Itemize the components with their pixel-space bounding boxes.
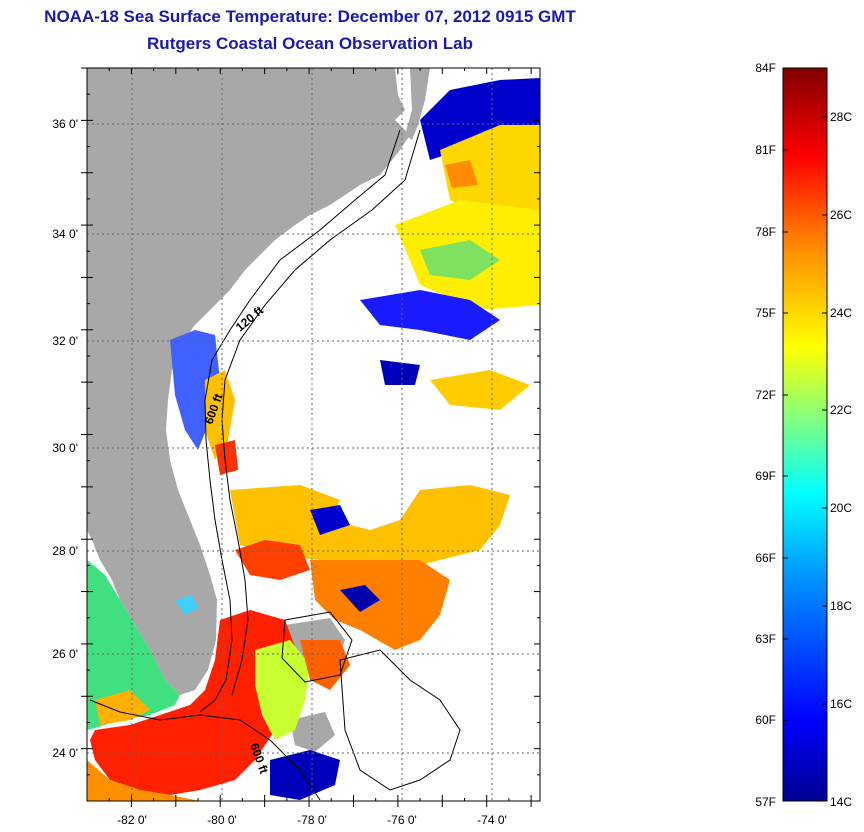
- lat-tick-label: 34 0': [52, 227, 78, 241]
- lat-tick-label: 36 0': [52, 117, 78, 131]
- grid-lines: [87, 68, 540, 801]
- lon-tick-label: -76 0': [387, 813, 417, 827]
- colorbar-f-label: 72F: [755, 388, 776, 402]
- colorbar-celsius-labels: 28C 26C 24C 22C 20C 18C 16C 14C: [830, 110, 852, 809]
- colorbar-c-label: 22C: [830, 403, 852, 417]
- colorbar-c-label: 26C: [830, 208, 852, 222]
- map-title: NOAA-18 Sea Surface Temperature: Decembe…: [44, 7, 576, 26]
- lat-tick-label: 32 0': [52, 334, 78, 348]
- lon-tick-label: -74 0': [477, 813, 507, 827]
- lon-tick-label: -82 0': [117, 813, 147, 827]
- colorbar-c-label: 18C: [830, 599, 852, 613]
- land-grand-bahama: [290, 712, 335, 752]
- colorbar-f-label: 60F: [755, 713, 776, 727]
- land-us-east-coast: [87, 68, 410, 695]
- colorbar-c-label: 16C: [830, 697, 852, 711]
- colorbar-f-label: 78F: [755, 225, 776, 239]
- lon-tick-labels: -82 0' -80 0' -78 0' -76 0' -74 0': [117, 813, 507, 827]
- colorbar-f-label: 66F: [755, 551, 776, 565]
- colorbar: 84F 81F 78F 75F 72F 69F 66F 63F 60F 57F …: [755, 61, 852, 809]
- colorbar-c-label: 24C: [830, 306, 852, 320]
- colorbar-f-label: 63F: [755, 632, 776, 646]
- colorbar-ticks: [783, 116, 827, 721]
- colorbar-f-label: 81F: [755, 143, 776, 157]
- land-nc-outer-banks: [405, 68, 430, 140]
- lon-tick-label: -78 0': [297, 813, 327, 827]
- colorbar-f-label: 84F: [755, 61, 776, 75]
- bathymetry-contours: [89, 129, 461, 801]
- colorbar-fahrenheit-labels: 84F 81F 78F 75F 72F 69F 66F 63F 60F 57F: [755, 61, 776, 809]
- lat-tick-labels: 24 0' 26 0' 28 0' 30 0' 32 0' 34 0' 36 0…: [52, 117, 78, 760]
- colorbar-gradient: [782, 67, 828, 802]
- colorbar-f-label: 75F: [755, 306, 776, 320]
- colorbar-c-label: 14C: [830, 795, 852, 809]
- lat-tick-label: 24 0': [52, 746, 78, 760]
- lat-tick-label: 28 0': [52, 544, 78, 558]
- lat-tick-label: 26 0': [52, 647, 78, 661]
- frame-ticks: [81, 67, 540, 807]
- map-subtitle: Rutgers Coastal Ocean Observation Lab: [147, 34, 473, 53]
- map-panel: 120 ft 600 ft 600 ft: [87, 68, 540, 801]
- colorbar-f-label: 69F: [755, 469, 776, 483]
- lon-tick-label: -80 0': [207, 813, 237, 827]
- colorbar-f-label: 57F: [755, 795, 776, 809]
- sst-patches: [87, 78, 540, 801]
- colorbar-c-label: 20C: [830, 501, 852, 515]
- lat-tick-label: 30 0': [52, 441, 78, 455]
- colorbar-c-label: 28C: [830, 110, 852, 124]
